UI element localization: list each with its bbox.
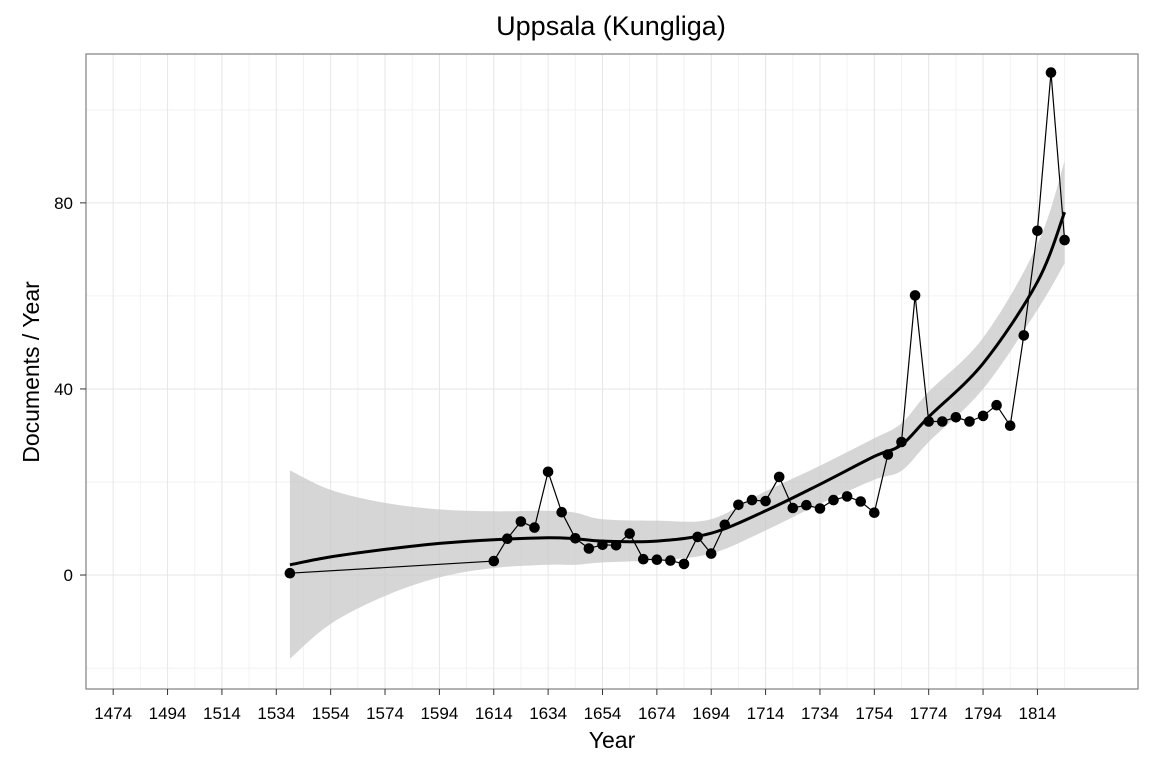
x-tick-label: 1494 [149,704,187,723]
data-point [950,412,962,423]
data-point [570,533,581,544]
x-tick-label: 1674 [638,704,676,723]
data-point [583,543,595,554]
data-point [801,499,812,511]
x-tick-label: 1654 [584,704,622,723]
data-point [882,449,894,460]
x-tick-label: 1534 [257,704,295,723]
data-point [1059,234,1070,246]
x-tick-label: 1634 [529,704,567,723]
data-point [964,416,975,427]
x-tick-label: 1774 [910,704,948,723]
y-axis-ticks: 0 40 80 [54,194,86,585]
data-point [515,516,527,527]
data-point [773,471,785,483]
data-point [1018,330,1030,341]
x-tick-label: 1714 [747,704,785,723]
data-point [665,555,676,566]
data-point [746,494,758,506]
data-point [991,399,1002,411]
y-tick-label: 0 [64,566,73,585]
data-point [692,531,703,543]
x-axis-ticks: 1474 1494 1514 1534 1554 1574 1594 1614 1634 1654… [94,689,1056,723]
y-tick-label: 40 [54,380,73,399]
data-point [705,548,717,559]
x-tick-label: 1574 [366,704,404,723]
data-point [502,533,513,544]
x-tick-label: 1814 [1019,704,1057,723]
data-point [556,506,567,518]
x-tick-label: 1734 [801,704,839,723]
x-tick-label: 1614 [475,704,513,723]
x-tick-label: 1594 [420,704,458,723]
data-point [1032,225,1043,237]
data-points [284,67,1070,579]
x-tick-label: 1514 [203,704,241,723]
data-point [678,558,690,570]
data-point [719,519,731,531]
data-point [760,495,771,507]
data-point [841,491,853,502]
x-tick-label: 1474 [94,704,132,723]
data-point [977,410,989,422]
data-point [542,466,554,478]
y-axis-title: Documents / Year [18,281,44,463]
data-point [733,499,744,511]
x-tick-label: 1694 [692,704,730,723]
chart-title: Uppsala (Kungliga) [496,11,726,41]
data-point [869,507,880,518]
data-point [937,416,948,427]
data-point [896,436,907,448]
data-point [284,567,296,579]
data-point [610,540,622,551]
confidence-band [289,161,1065,659]
data-point [909,290,921,301]
x-tick-label: 1794 [964,704,1002,723]
data-point [529,522,540,533]
data-point [597,539,608,551]
data-point [828,494,839,506]
data-point [1045,67,1057,78]
minor-gridlines [86,54,1138,689]
data-point [787,502,799,514]
data-point [814,503,826,514]
x-tick-label: 1754 [855,704,893,723]
x-axis-title: Year [589,727,636,753]
y-tick-label: 80 [54,194,73,213]
data-point [1004,420,1016,432]
data-point [651,554,663,565]
data-point [624,528,635,539]
x-tick-label: 1554 [312,704,350,723]
plot-border [85,53,1139,690]
data-point [488,555,500,567]
data-point [855,496,866,507]
data-point [923,416,934,427]
data-point [638,553,649,565]
